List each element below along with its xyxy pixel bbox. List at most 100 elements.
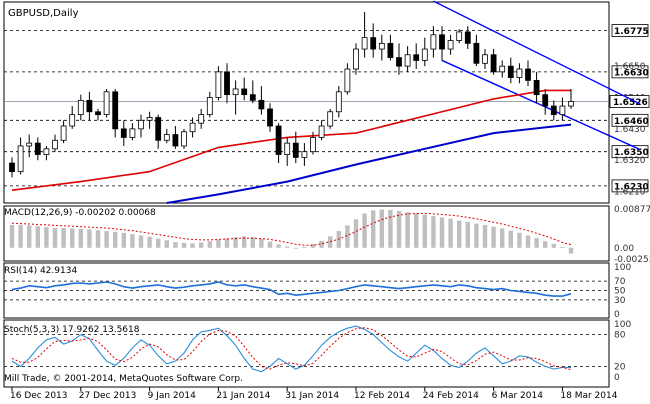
macd-bar xyxy=(448,218,453,248)
candle-body xyxy=(516,68,523,78)
rsi-tick-label: 30 xyxy=(614,296,626,306)
macd-bar xyxy=(543,241,548,248)
macd-bar xyxy=(396,210,402,248)
stoch-tick-label: 80 xyxy=(614,331,626,341)
macd-bar xyxy=(293,247,298,249)
candle-body xyxy=(370,37,377,50)
candle-body xyxy=(559,105,566,116)
macd-bar xyxy=(250,237,255,248)
x-tick-label: 27 Dec 2013 xyxy=(79,391,137,400)
price-tick-label: 1.6650 xyxy=(614,62,646,72)
macd-bar xyxy=(285,246,290,248)
macd-bar xyxy=(242,236,247,248)
x-tick-label: 24 Feb 2014 xyxy=(423,391,479,400)
macd-bar xyxy=(190,243,195,248)
key-level-label: 1.6775 xyxy=(614,27,649,37)
macd-bar xyxy=(414,213,419,248)
candle-body xyxy=(456,31,463,41)
x-tick-label: 12 Feb 2014 xyxy=(354,391,410,400)
x-tick-label: 21 Jan 2014 xyxy=(216,391,270,400)
candle-body xyxy=(241,88,248,96)
macd-bar xyxy=(568,247,574,254)
macd-bar xyxy=(18,224,23,248)
candle-body xyxy=(181,131,187,147)
macd-panel: 0.00877 0.00-0.00253 xyxy=(9,205,650,265)
macd-bar xyxy=(78,228,83,248)
key-level-box xyxy=(611,113,649,127)
macd-bar xyxy=(164,240,169,248)
macd-bar xyxy=(474,223,479,248)
candle-body xyxy=(464,31,471,44)
macd-tick-label: 0.00 xyxy=(614,244,634,254)
candle-body xyxy=(447,40,454,50)
candle-body xyxy=(155,117,162,141)
macd-bar xyxy=(52,228,58,248)
key-level-label: 1.6460 xyxy=(614,117,649,127)
candle-body xyxy=(34,142,41,155)
stoch-tick-label: 20 xyxy=(614,362,626,372)
macd-signal-line xyxy=(11,213,572,246)
macd-bar xyxy=(534,238,539,248)
candle-body xyxy=(43,148,50,155)
macd-bar xyxy=(173,242,178,248)
candle-body xyxy=(550,105,557,116)
macd-bar xyxy=(104,231,109,248)
candle-body xyxy=(189,122,196,133)
key-level-box xyxy=(611,65,649,79)
candle-body xyxy=(525,68,531,81)
macd-bar xyxy=(500,228,505,248)
stoch-main-line xyxy=(11,325,571,373)
macd-bar xyxy=(27,225,32,248)
candle-body xyxy=(224,71,230,96)
macd-bar xyxy=(44,227,49,248)
macd-bar xyxy=(405,212,410,248)
macd-bar xyxy=(130,234,135,248)
candle-body xyxy=(129,128,136,138)
chart-title: GBPUSD,Daily xyxy=(8,8,79,19)
x-tick-label: 9 Jan 2014 xyxy=(148,391,196,400)
stoch-signal-line xyxy=(11,327,572,371)
candle-body xyxy=(387,42,394,58)
stoch-tick-label: 0 xyxy=(614,373,620,383)
macd-label: MACD(12,26,9) -0.00202 0.00068 xyxy=(4,208,156,218)
macd-frame xyxy=(3,205,610,262)
candle-body xyxy=(421,48,428,61)
rsi-tick-label: 70 xyxy=(614,277,626,287)
candle-body xyxy=(275,125,282,155)
macd-bar xyxy=(439,217,445,248)
macd-bar xyxy=(147,236,152,248)
candle-body xyxy=(103,91,110,116)
candle-body xyxy=(77,99,84,116)
macd-bar xyxy=(388,209,393,248)
stoch-tick-label: 100 xyxy=(614,320,631,330)
candle-body xyxy=(542,94,549,107)
candle-body xyxy=(26,142,33,147)
macd-bar xyxy=(422,214,427,248)
key-level-label: 1.6350 xyxy=(614,148,649,158)
macd-bar xyxy=(233,237,238,248)
candle-body xyxy=(258,99,265,110)
candle-body xyxy=(52,139,58,150)
macd-bar xyxy=(353,219,359,248)
candle-body xyxy=(507,65,514,78)
candle-body xyxy=(353,48,359,70)
macd-bar xyxy=(508,230,513,248)
candle-body xyxy=(396,57,402,67)
macd-bar xyxy=(310,244,316,248)
macd-bar xyxy=(87,229,92,248)
macd-tick-label: -0.00253 xyxy=(614,255,650,265)
macd-bar xyxy=(199,242,204,248)
x-axis: 16 Dec 2013 27 Dec 2013 9 Jan 2014 21 Jan 2… xyxy=(10,387,618,401)
candle-body xyxy=(120,128,127,138)
candle-body xyxy=(60,125,67,141)
candle-body xyxy=(69,114,76,127)
current-price-box xyxy=(609,95,650,108)
macd-bar xyxy=(181,242,187,248)
current-price-label: 1.6526 xyxy=(613,98,648,108)
candle-body xyxy=(568,101,574,107)
macd-bar xyxy=(216,239,221,248)
